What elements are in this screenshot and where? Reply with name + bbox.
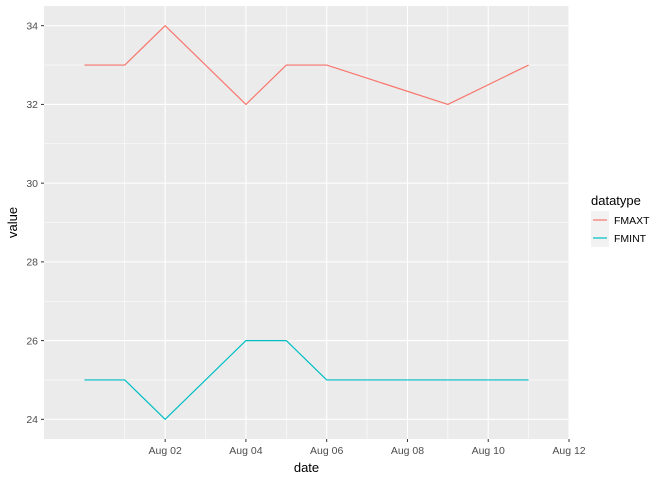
y-tick-label: 28 — [26, 257, 38, 269]
legend-items: FMAXT FMINT — [591, 211, 650, 247]
series-layer — [84, 25, 529, 420]
x-tick-label: Aug 12 — [552, 445, 585, 457]
y-axis: 24 26 28 30 32 34 — [26, 20, 44, 426]
legend: datatype FMAXT FMINT — [591, 193, 650, 247]
y-tick-label: 32 — [26, 99, 38, 111]
y-tick-label: 30 — [26, 178, 38, 190]
x-tick-label: Aug 06 — [310, 445, 343, 457]
x-tick-label: Aug 08 — [391, 445, 424, 457]
legend-title: datatype — [591, 193, 641, 208]
legend-label-fmaxt: FMAXT — [614, 215, 650, 227]
y-axis-title: value — [5, 207, 20, 238]
y-tick-label: 34 — [26, 20, 38, 32]
x-tick-label: Aug 02 — [149, 445, 182, 457]
series-line-fmaxt — [84, 25, 529, 106]
x-axis: Aug 02 Aug 04 Aug 06 Aug 08 Aug 10 Aug 12 — [149, 439, 586, 457]
x-axis-title: date — [294, 460, 319, 475]
legend-label-fmint: FMINT — [614, 233, 647, 245]
y-tick-label: 26 — [26, 335, 38, 347]
series-line-fmint — [84, 339, 529, 420]
grid-major — [44, 6, 570, 439]
x-tick-label: Aug 04 — [229, 445, 262, 457]
y-tick-label: 24 — [26, 414, 38, 426]
x-tick-label: Aug 10 — [472, 445, 505, 457]
